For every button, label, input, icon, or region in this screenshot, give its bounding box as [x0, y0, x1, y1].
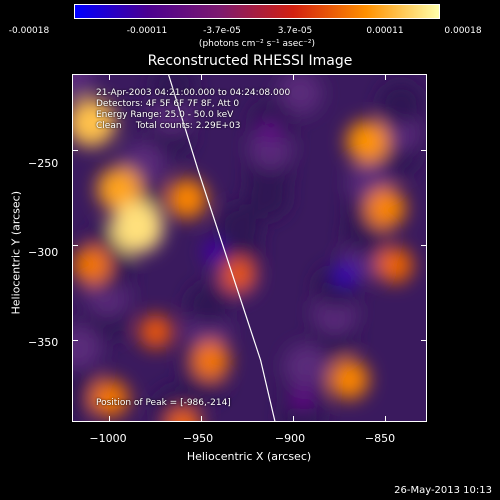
y-tick-label: −350 — [28, 336, 59, 349]
colorbar-tick-label: -0.00018 — [8, 26, 50, 36]
hot-spot — [73, 98, 116, 147]
solar-limb-line — [168, 75, 276, 421]
time-range-text: 21-Apr-2003 04:21:00.000 to 04:24:08.000 — [96, 88, 291, 98]
x-tick-mark — [200, 74, 202, 80]
y-tick-mark — [72, 340, 78, 342]
hot-spot — [167, 178, 208, 219]
background-mottle — [284, 344, 328, 388]
hot-spot — [111, 201, 164, 254]
x-tick-label: −1000 — [89, 432, 127, 445]
colorbar-tick-label: -0.00011 — [126, 26, 168, 36]
x-tick-mark — [200, 416, 202, 422]
date-stamp: 26-May-2013 10:13 — [394, 485, 492, 496]
y-tick-mark — [421, 340, 427, 342]
y-tick-mark — [72, 150, 78, 152]
cold-spot — [257, 120, 282, 145]
detectors-text: Detectors: 4F 5F 6F 7F 8F, Att 0 — [96, 99, 240, 109]
peak-position-text: Position of Peak = [-986,-214] — [96, 398, 231, 408]
plot-title: Reconstructed RHESSI Image — [147, 53, 353, 69]
y-axis-label: Heliocentric Y (arcsec) — [9, 190, 23, 315]
y-tick-mark — [421, 150, 427, 152]
colorbar-tick-label: 0.00018 — [444, 26, 482, 36]
hot-spot — [191, 341, 230, 380]
hot-spot — [221, 257, 256, 292]
x-axis-label: Heliocentric X (arcsec) — [186, 450, 312, 463]
background-mottle — [218, 204, 262, 248]
cold-spot — [290, 386, 315, 411]
y-tick-label: −300 — [28, 246, 59, 259]
x-tick-mark — [384, 74, 386, 80]
y-tick-mark — [72, 245, 78, 247]
y-tick-label: −250 — [28, 157, 59, 170]
cold-spot — [202, 239, 227, 264]
background-mottle — [73, 75, 95, 97]
colorbar-tick-label: 0.00011 — [366, 26, 404, 36]
y-tick-mark — [421, 245, 427, 247]
hot-spot — [90, 379, 129, 418]
cold-spot — [333, 262, 358, 287]
hot-spot — [328, 359, 369, 400]
colorbar-tick-label: 3.7e-05 — [277, 26, 313, 36]
x-tick-mark — [108, 74, 110, 80]
hot-spot — [166, 408, 201, 421]
hot-spot — [138, 314, 173, 349]
background-mottle — [73, 326, 101, 370]
clean-counts-text: Clean Total counts: 2.29E+03 — [96, 121, 241, 131]
hot-spot — [346, 120, 389, 163]
colorbar — [74, 4, 440, 19]
x-tick-mark — [292, 74, 294, 80]
x-tick-mark — [292, 416, 294, 422]
colorbar-tick-label: -3.7e-05 — [203, 26, 241, 36]
x-tick-label: −950 — [182, 432, 214, 445]
hot-spot — [73, 246, 111, 285]
hot-spot — [96, 167, 141, 212]
rhessi-image — [72, 74, 427, 422]
background-mottle — [379, 82, 423, 126]
x-tick-label: −850 — [364, 432, 396, 445]
energy-range-text: Energy Range: 25.0 - 50.0 keV — [96, 110, 234, 120]
background-mottle — [278, 75, 322, 115]
colorbar-units: (photons cm⁻² s⁻¹ asec⁻²) — [198, 39, 316, 49]
x-tick-mark — [384, 416, 386, 422]
x-tick-label: −900 — [274, 432, 306, 445]
background-mottle — [187, 283, 231, 327]
hot-spot — [365, 188, 406, 229]
heatmap-canvas — [73, 75, 423, 421]
hot-spot — [376, 247, 413, 284]
x-tick-mark — [108, 416, 110, 422]
